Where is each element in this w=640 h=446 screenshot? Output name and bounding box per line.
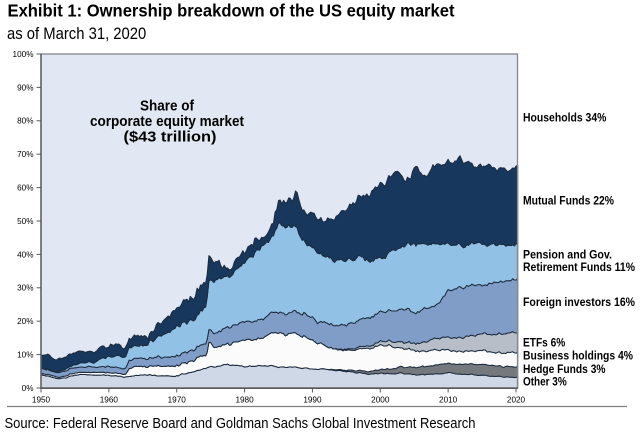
svg-text:100%: 100% (13, 50, 34, 59)
svg-text:Share of: Share of (140, 98, 195, 115)
svg-text:20%: 20% (17, 317, 33, 326)
svg-text:50%: 50% (17, 217, 33, 226)
svg-text:40%: 40% (17, 250, 33, 259)
svg-text:Hedge Funds 3%: Hedge Funds 3% (523, 362, 606, 376)
svg-text:1960: 1960 (100, 395, 119, 404)
svg-text:70%: 70% (17, 150, 33, 159)
svg-text:Households 34%: Households 34% (523, 111, 607, 125)
svg-text:90%: 90% (17, 83, 33, 92)
svg-text:Exhibit 1: Ownership breakdown: Exhibit 1: Ownership breakdown of the US… (8, 1, 455, 21)
svg-text:ETFs 6%: ETFs 6% (523, 335, 565, 349)
svg-text:1980: 1980 (235, 395, 254, 404)
svg-text:Pension and Gov.: Pension and Gov. (523, 248, 612, 262)
svg-text:30%: 30% (17, 284, 33, 293)
svg-text:1970: 1970 (168, 395, 187, 404)
svg-text:Business holdings 4%: Business holdings 4% (523, 349, 633, 363)
svg-text:1990: 1990 (303, 395, 322, 404)
svg-text:Other 3%: Other 3% (523, 374, 567, 388)
svg-text:($43 trillion): ($43 trillion) (124, 128, 217, 145)
svg-text:Foreign investors 16%: Foreign investors 16% (523, 295, 635, 309)
svg-text:0%: 0% (22, 384, 34, 393)
svg-text:Mutual Funds 22%: Mutual Funds 22% (523, 193, 614, 207)
svg-text:1950: 1950 (32, 395, 51, 404)
svg-text:Retirement Funds 11%: Retirement Funds 11% (523, 260, 635, 274)
svg-text:80%: 80% (17, 117, 33, 126)
svg-text:60%: 60% (17, 184, 33, 193)
svg-text:2000: 2000 (371, 395, 390, 404)
svg-text:10%: 10% (17, 351, 33, 360)
svg-text:as of March 31, 2020: as of March 31, 2020 (7, 25, 146, 43)
svg-text:corporate equity market: corporate equity market (90, 113, 244, 130)
svg-text:2020: 2020 (507, 395, 526, 404)
svg-text:Source: Federal Reserve Board: Source: Federal Reserve Board and Goldma… (5, 415, 476, 432)
svg-text:2010: 2010 (439, 395, 458, 404)
